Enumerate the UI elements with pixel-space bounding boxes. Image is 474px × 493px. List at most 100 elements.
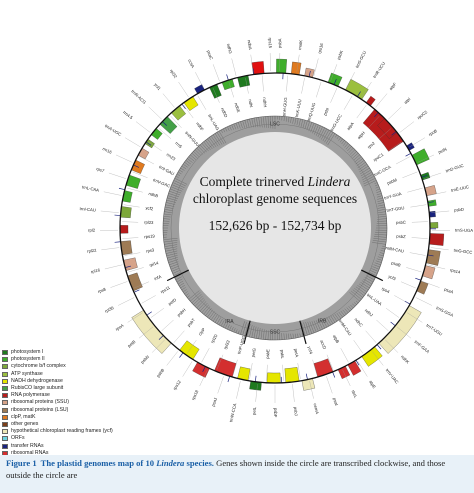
gene-label-leader bbox=[127, 312, 143, 323]
gene-label: rpoC2 bbox=[416, 109, 429, 120]
gene-label-leader bbox=[378, 128, 392, 139]
trna-tick bbox=[405, 153, 411, 157]
gene-label-leader bbox=[110, 281, 128, 288]
gene-label-leader bbox=[269, 53, 271, 72]
caption-title-a: The plastid genomes map of 10 bbox=[40, 458, 157, 468]
gene-label: psbN bbox=[140, 354, 150, 364]
legend-item: ribosomal proteins (SSU) bbox=[2, 399, 142, 406]
gc-content-tick bbox=[231, 124, 234, 130]
gc-content-tick bbox=[220, 320, 225, 327]
gene-label-leader bbox=[148, 141, 162, 152]
gc-content-tick bbox=[377, 206, 386, 209]
gene-label: psbD bbox=[454, 207, 464, 213]
gene-label: trnL-UAA bbox=[366, 292, 383, 306]
gene-label: rpl22 bbox=[87, 248, 98, 254]
legend-item: RNA polymerase bbox=[2, 392, 142, 399]
gene-label-leader bbox=[415, 297, 432, 306]
gc-content-tick bbox=[229, 125, 232, 131]
gene-label-leader bbox=[286, 75, 288, 92]
gc-content-tick bbox=[163, 218, 170, 220]
gc-content-tick bbox=[374, 236, 387, 238]
gene-label: ycf1 bbox=[153, 82, 162, 92]
gc-content-tick bbox=[377, 202, 385, 205]
gc-content-tick bbox=[208, 137, 217, 148]
gc-content-tick bbox=[263, 329, 265, 340]
gene-block-25 bbox=[284, 367, 300, 383]
gc-content-tick bbox=[187, 295, 190, 298]
gc-content-tick bbox=[372, 242, 386, 245]
gc-content-tick bbox=[302, 120, 306, 129]
legend-swatch bbox=[2, 443, 8, 449]
gene-label-leader bbox=[197, 95, 207, 110]
trna-tick bbox=[427, 201, 434, 204]
gc-content-tick bbox=[193, 295, 203, 305]
genome-circle bbox=[119, 72, 431, 384]
gc-content-tick bbox=[218, 130, 227, 144]
gc-content-tick bbox=[167, 254, 178, 259]
trna-tick bbox=[374, 112, 379, 118]
gc-content-tick bbox=[176, 173, 181, 176]
gc-content-tick bbox=[373, 264, 381, 268]
gene-label-leader bbox=[127, 187, 143, 193]
gene-label-leader bbox=[183, 105, 194, 119]
trna-tick bbox=[118, 187, 125, 191]
gc-content-inner bbox=[179, 132, 371, 324]
gc-content-tick bbox=[173, 272, 181, 276]
gene-label-leader bbox=[101, 247, 120, 250]
gene-label: psaI bbox=[332, 397, 339, 406]
gc-content-tick bbox=[367, 273, 376, 279]
gc-content-tick bbox=[205, 140, 213, 150]
trna-tick bbox=[202, 366, 206, 372]
trna-tick bbox=[391, 131, 397, 136]
gene-label-leader bbox=[170, 116, 182, 128]
gc-content-tick bbox=[191, 152, 198, 159]
gene-label-leader bbox=[326, 376, 333, 394]
gc-content-tick bbox=[300, 119, 304, 128]
trna-tick bbox=[125, 265, 132, 268]
gene-label-leader bbox=[326, 354, 334, 370]
legend-label: ribosomal RNAs bbox=[11, 449, 49, 456]
gc-content-tick bbox=[374, 262, 381, 266]
legend-label: photosystem II bbox=[11, 356, 45, 363]
gc-content-tick bbox=[368, 271, 377, 276]
legend-label: ATP synthase bbox=[11, 370, 43, 377]
gene-label-leader bbox=[212, 88, 220, 103]
gene-label: rps2 bbox=[366, 140, 376, 150]
legend-swatch bbox=[2, 357, 8, 363]
gene-label: matK bbox=[297, 39, 303, 50]
gene-label: psaC bbox=[206, 49, 214, 60]
gc-content-tick bbox=[334, 313, 340, 321]
trna-tick bbox=[133, 289, 140, 293]
gene-label: ndhA bbox=[247, 40, 253, 51]
gc-content-tick bbox=[216, 132, 225, 144]
gc-content-tick bbox=[210, 135, 219, 147]
gc-content-tick bbox=[199, 144, 207, 153]
gene-label: atpF bbox=[388, 81, 397, 91]
gene-label-leader bbox=[118, 297, 135, 306]
gc-content-tick bbox=[377, 211, 386, 214]
gene-label: rpl32 bbox=[169, 68, 179, 79]
legend-label: other genes bbox=[11, 420, 39, 427]
gc-content-tick bbox=[164, 246, 178, 250]
gc-content-tick bbox=[212, 134, 221, 146]
gene-label: infA bbox=[153, 274, 162, 282]
gene-label-leader bbox=[407, 187, 423, 193]
gc-content-tick bbox=[249, 118, 252, 128]
gene-label: rpoA bbox=[114, 323, 124, 332]
gc-content-tick bbox=[249, 324, 253, 338]
gc-content-tick bbox=[357, 285, 368, 293]
gene-label-leader bbox=[282, 364, 284, 381]
gc-content-tick bbox=[258, 117, 261, 128]
gene-label-leader bbox=[141, 295, 156, 304]
gc-content-tick bbox=[240, 321, 245, 335]
trna-tick bbox=[421, 174, 428, 178]
trna-tick bbox=[427, 254, 434, 257]
legend-item: cytochrome b/f complex bbox=[2, 363, 142, 370]
gc-content-tick bbox=[237, 330, 240, 334]
gene-label-leader bbox=[125, 137, 141, 148]
trna-tick bbox=[145, 141, 152, 146]
gc-content-tick bbox=[335, 134, 338, 138]
gene-label-leader bbox=[430, 247, 449, 250]
gc-content-tick bbox=[184, 161, 190, 166]
legend-item: hypothetical chloroplast reading frames … bbox=[2, 428, 142, 435]
